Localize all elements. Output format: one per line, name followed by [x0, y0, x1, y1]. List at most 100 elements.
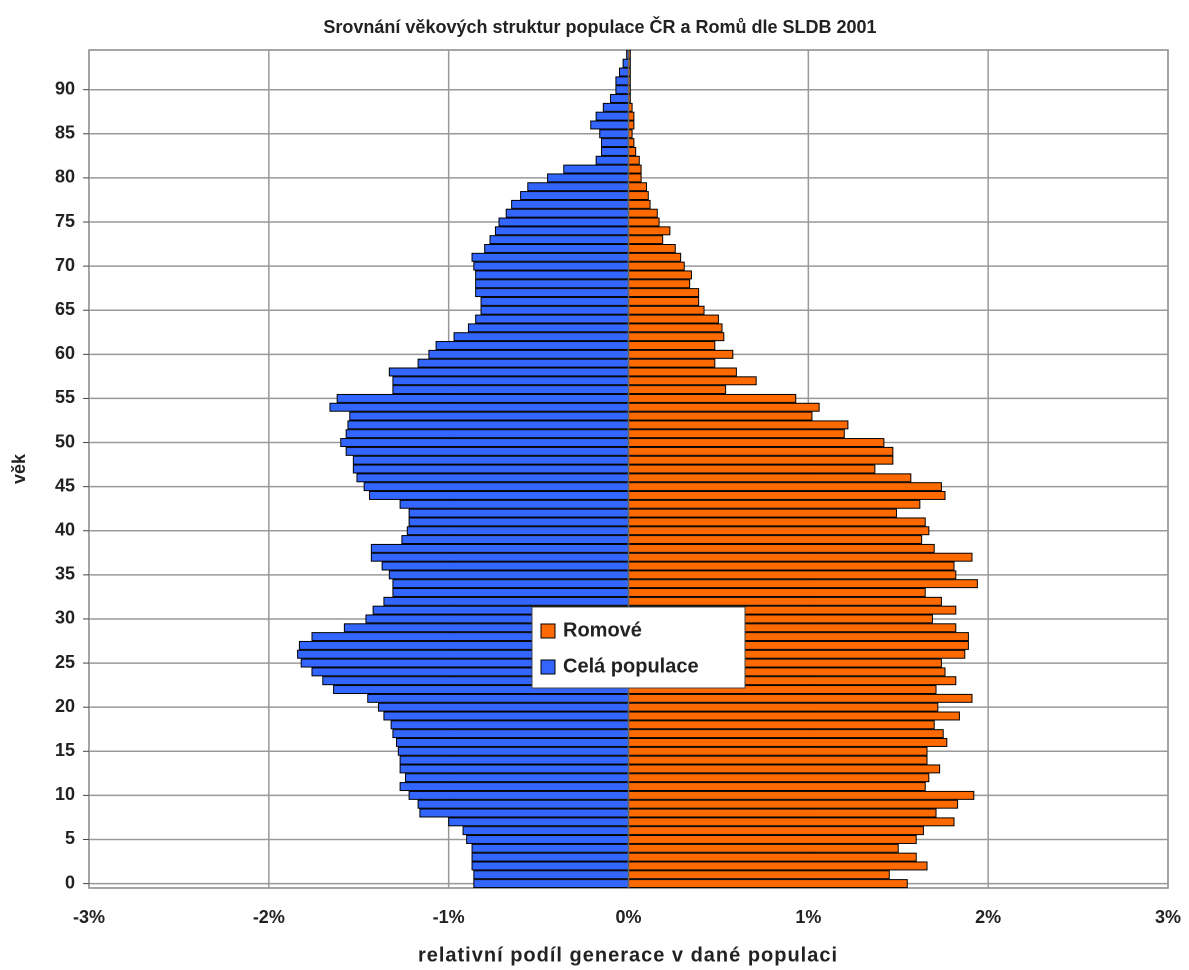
bar	[628, 596, 942, 606]
bar	[498, 217, 629, 227]
bar	[428, 349, 630, 359]
y-tick-label: 20	[55, 696, 75, 716]
bar	[475, 314, 629, 324]
bar	[628, 155, 640, 165]
bar	[628, 393, 797, 403]
y-tick-label: 5	[65, 828, 75, 848]
y-tick-label: 45	[55, 475, 75, 495]
bar	[475, 279, 629, 289]
bar	[628, 385, 727, 395]
y-tick-label: 85	[55, 123, 75, 143]
bar	[628, 429, 845, 439]
bar	[473, 870, 629, 880]
bar	[628, 358, 716, 368]
bar	[628, 314, 719, 324]
bar	[628, 191, 649, 201]
bar	[628, 182, 647, 192]
bar	[453, 332, 630, 342]
y-tick-label: 0	[65, 872, 75, 892]
x-tick-label: 1%	[795, 907, 821, 927]
bar	[628, 270, 692, 280]
bar	[475, 288, 629, 298]
bar	[399, 764, 629, 774]
bar	[347, 420, 629, 430]
bar	[628, 473, 912, 483]
bar	[484, 244, 629, 253]
x-tick-label: 3%	[1155, 907, 1181, 927]
bar	[628, 835, 917, 844]
bar	[628, 517, 926, 527]
bar	[628, 729, 944, 739]
bar	[628, 737, 948, 747]
bar	[352, 455, 629, 465]
bar	[392, 579, 629, 589]
chart-title: Srovnání věkových struktur populace ČR a…	[323, 16, 876, 37]
bar	[628, 446, 894, 456]
bar	[628, 367, 737, 377]
bar	[628, 499, 921, 509]
bar	[628, 420, 849, 430]
bar	[622, 58, 629, 68]
bar	[392, 729, 629, 739]
bar	[628, 817, 955, 827]
bar	[349, 411, 629, 421]
bar	[628, 164, 642, 174]
bar	[401, 535, 629, 545]
bar	[628, 173, 642, 183]
bar	[480, 296, 629, 306]
bar	[628, 799, 959, 809]
bar	[473, 261, 629, 271]
bar	[619, 67, 630, 77]
bar	[345, 446, 629, 456]
bar	[471, 861, 630, 871]
bar	[628, 508, 897, 518]
bar	[628, 808, 937, 818]
bar	[601, 138, 630, 148]
bar	[628, 235, 664, 245]
bar	[628, 826, 924, 836]
bar	[628, 252, 682, 262]
y-tick-label: 55	[55, 387, 75, 407]
bar	[406, 526, 629, 536]
bar	[448, 817, 629, 827]
bar	[489, 235, 629, 245]
bar	[628, 464, 876, 474]
bar	[473, 879, 629, 889]
bar	[352, 464, 629, 474]
bar	[471, 252, 630, 262]
bar	[392, 385, 629, 395]
bar	[602, 102, 629, 112]
bar	[628, 402, 820, 412]
y-tick-label: 30	[55, 608, 75, 628]
bar	[370, 552, 629, 562]
y-tick-label: 90	[55, 78, 75, 98]
bar	[435, 341, 629, 350]
bar	[628, 711, 960, 721]
bar	[628, 138, 635, 148]
bar	[628, 535, 923, 545]
y-axis-label: věk	[9, 453, 29, 484]
bar	[628, 561, 955, 571]
bar	[628, 332, 725, 342]
bar	[336, 393, 629, 403]
bar	[408, 517, 629, 527]
bar	[628, 482, 942, 492]
bar	[527, 182, 629, 192]
y-tick-label: 70	[55, 255, 75, 275]
bar	[628, 305, 705, 315]
bar	[628, 790, 975, 800]
bar	[408, 790, 629, 800]
bar	[467, 323, 629, 333]
bar	[417, 799, 629, 809]
bar	[367, 693, 629, 703]
bar	[378, 702, 630, 712]
bar	[462, 826, 630, 836]
bar	[628, 782, 926, 792]
legend-swatch	[540, 623, 556, 639]
bar	[388, 367, 629, 377]
y-tick-label: 80	[55, 167, 75, 187]
bar	[628, 852, 917, 862]
bar	[628, 579, 978, 589]
bar	[628, 526, 930, 536]
